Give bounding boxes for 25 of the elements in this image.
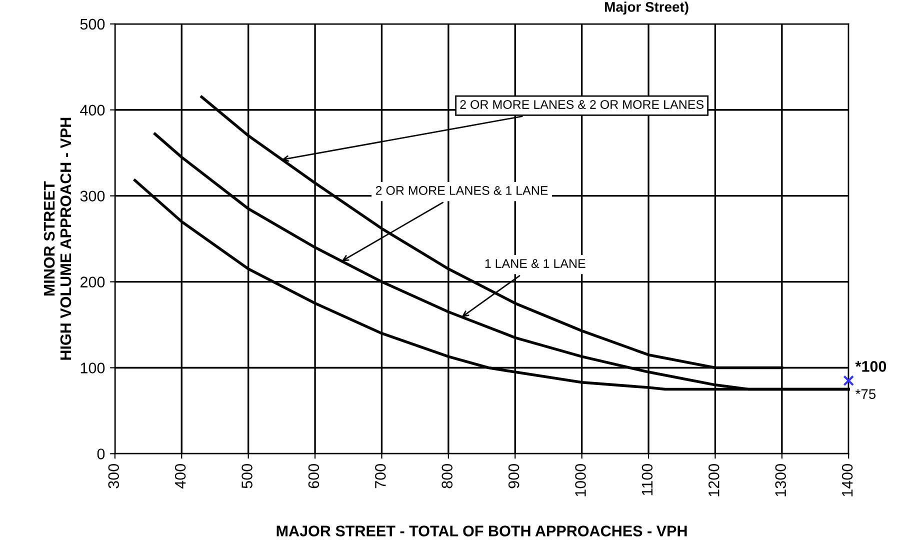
annotation: 1 LANE & 1 LANE bbox=[485, 259, 586, 268]
y-tick-label: 0 bbox=[97, 448, 105, 460]
text: *100 bbox=[855, 361, 886, 372]
x-tick-label: 1200 bbox=[708, 464, 720, 496]
x-tick-label: 1000 bbox=[575, 464, 586, 496]
annotation: 2 OR MORE LANES & 1 LANE bbox=[376, 186, 548, 195]
x-tick-label: 1400 bbox=[842, 464, 853, 496]
x-tick-label: 1300 bbox=[775, 464, 786, 496]
x-tick-label: 1100 bbox=[642, 464, 653, 496]
y-axis-title: MINOR STREET HIGH VOLUME APPROACH - VPH bbox=[44, 118, 72, 360]
x-tick-label: 500 bbox=[242, 464, 252, 488]
x-tick-label: 700 bbox=[375, 464, 386, 488]
x-tick-label: 900 bbox=[508, 464, 520, 488]
x-tick-label: 600 bbox=[308, 464, 320, 488]
y-tick-label: 100 bbox=[80, 362, 105, 374]
y-tick-label: 300 bbox=[80, 190, 105, 202]
y-tick-label: 200 bbox=[80, 276, 105, 288]
x-tick-label: 800 bbox=[442, 464, 453, 488]
y-tick-label: 400 bbox=[80, 104, 105, 116]
x-axis-title: MAJOR STREET - TOTAL OF BOTH APPROACHES - VPH bbox=[276, 526, 687, 536]
x-tick-label: 400 bbox=[174, 464, 186, 489]
y-tick-label: 500 bbox=[80, 18, 105, 30]
text: *75 bbox=[856, 389, 876, 399]
chart-title: Major Street) bbox=[605, 2, 688, 15]
annotation: 2 OR MORE LANES & 2 OR MORE LANES bbox=[460, 100, 704, 109]
